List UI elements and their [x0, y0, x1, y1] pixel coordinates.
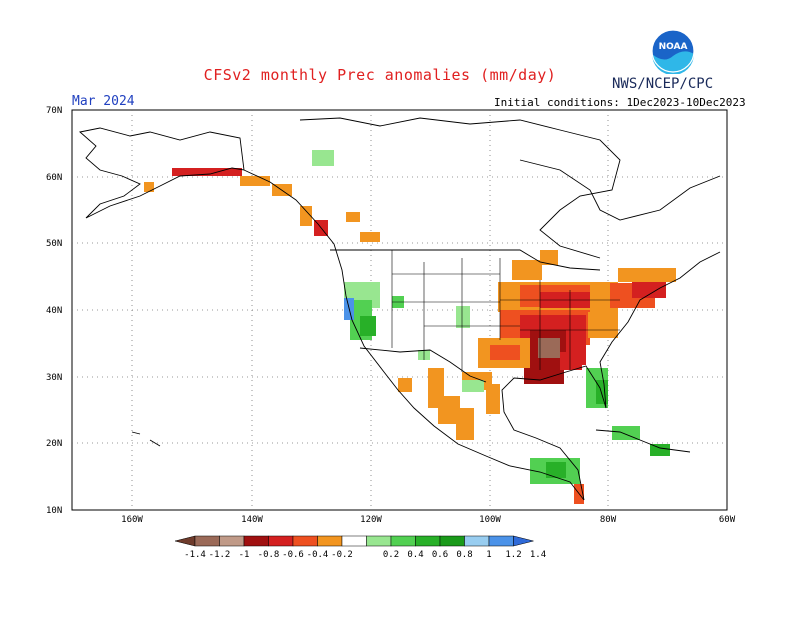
legend-tick-label: 0.6 — [432, 550, 448, 560]
lat-label: 20N — [46, 439, 62, 449]
legend-swatch — [292, 535, 318, 547]
color-legend: -1.4 -1.2 -1 -0.8 -0.6 -0.4 -0.2 0.2 0.4 0.6 0.8 1 1… — [174, 535, 546, 560]
anomaly-shading — [144, 150, 676, 504]
lon-label: 120W — [360, 515, 382, 525]
legend-swatch — [390, 535, 416, 547]
legend-tick-label: -0.6 — [282, 550, 304, 560]
noaa-logo-icon: NOAA — [651, 29, 695, 74]
legend-tick-label: 0.2 — [383, 550, 399, 560]
legend-tick-label: 1 — [486, 550, 491, 560]
lat-labels: 70N 60N 50N 40N 30N 20N 10N — [46, 106, 62, 516]
legend-swatch — [317, 535, 343, 547]
legend-swatch — [268, 535, 294, 547]
legend-tick-label: -1.4 — [184, 550, 206, 560]
legend-tick-label: -0.8 — [258, 550, 280, 560]
lat-label: 60N — [46, 173, 62, 183]
legend-tick-label: 0.4 — [407, 550, 423, 560]
legend-tick-label: 1.2 — [505, 550, 521, 560]
lon-label: 80W — [600, 515, 617, 525]
legend-swatch — [464, 535, 490, 547]
state-borders — [391, 250, 620, 372]
logo-text: NOAA — [659, 42, 688, 52]
legend-swatch — [415, 535, 441, 547]
legend-swatch — [366, 535, 392, 547]
legend-swatch — [439, 535, 465, 547]
lat-label: 10N — [46, 506, 62, 516]
legend-tick-label: -0.4 — [307, 550, 329, 560]
lon-label: 100W — [479, 515, 501, 525]
lon-label: 60W — [719, 515, 736, 525]
legend-swatch — [219, 535, 245, 547]
legend-tick-label: -1 — [239, 550, 250, 560]
legend-swatch — [341, 535, 367, 547]
coastlines — [79, 117, 721, 501]
legend-swatch — [243, 535, 269, 547]
legend-tick-label: 1.4 — [530, 550, 546, 560]
legend-tick-label: -0.2 — [331, 550, 353, 560]
lon-label: 160W — [121, 515, 143, 525]
initial-conditions: Initial conditions: 1Dec2023-10Dec2023 — [494, 96, 746, 109]
lat-label: 70N — [46, 106, 62, 116]
lat-label: 50N — [46, 239, 62, 249]
legend-arrow-low — [174, 535, 196, 547]
legend-tick-label: -1.2 — [209, 550, 231, 560]
lat-label: 40N — [46, 306, 62, 316]
lon-label: 140W — [241, 515, 263, 525]
map-title: CFSv2 monthly Prec anomalies (mm/day) — [0, 66, 800, 84]
map-title-text: CFSv2 monthly Prec anomalies (mm/day) — [203, 66, 557, 84]
agency-label: NWS/NCEP/CPC — [612, 76, 714, 92]
lat-label: 30N — [46, 373, 62, 383]
legend-arrow-high — [513, 535, 534, 547]
legend-swatch — [488, 535, 514, 547]
forecast-month: Mar 2024 — [72, 94, 135, 109]
legend-tick-label: 0.8 — [456, 550, 472, 560]
map-frame — [71, 109, 728, 511]
legend-swatch — [194, 535, 220, 547]
lon-labels: 160W 140W 120W 100W 80W 60W — [121, 515, 736, 525]
